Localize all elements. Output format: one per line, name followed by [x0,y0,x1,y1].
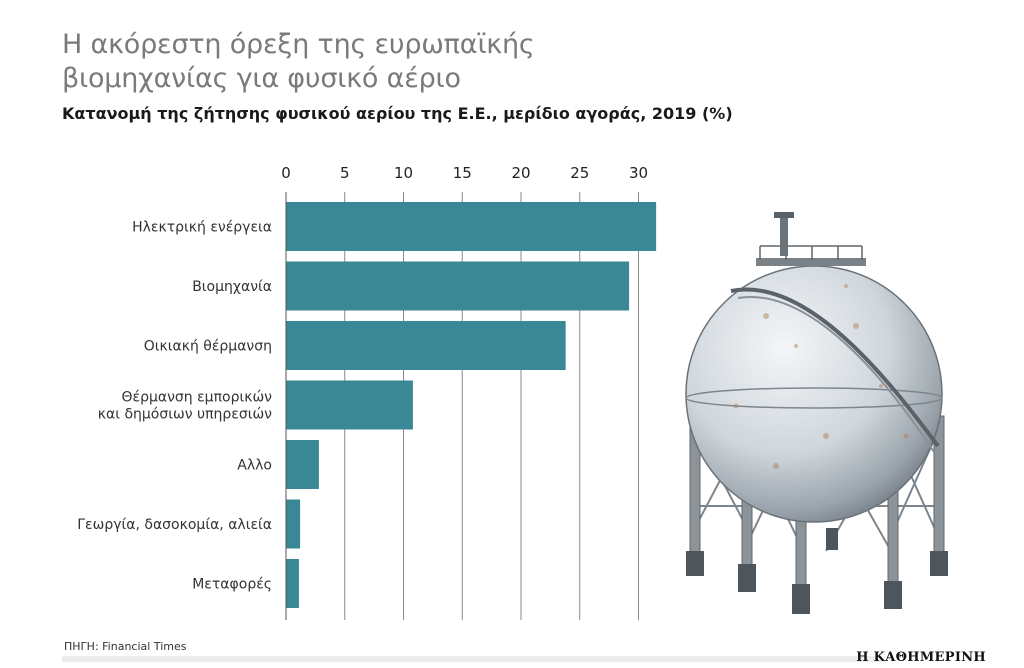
bar [286,440,319,489]
category-label: Βιομηχανία [192,279,272,295]
x-tick-label: 15 [453,164,472,182]
x-tick-label: 0 [281,164,291,182]
x-tick-label: 20 [511,164,530,182]
publisher-logo: Η ΚΑΘΗΜΕΡΙΝΗ [856,650,986,665]
category-label: Μεταφορές [192,577,272,593]
bar [286,380,413,430]
x-tick-label: 5 [340,164,350,182]
footer-bar [62,656,882,662]
category-label: Οικιακή θέρμανση [144,339,272,355]
category-label: Ηλεκτρική ενέργεια [132,220,272,236]
chart-title: Η ακόρεστη όρεξη της ευρωπαϊκής βιομηχαν… [62,29,535,94]
category-label: και δημόσιων υπηρεσιών [98,407,272,423]
bar [286,321,566,370]
category-label: Θέρμανση εμπορικών [121,390,272,406]
x-tick-label: 10 [394,164,413,182]
bar [286,202,657,251]
gas-tank-illustration [685,212,948,614]
bar-chart: 0 5 10 15 20 25 30 Ηλεκτρική ενέργεια Βιομηχανία… [77,164,657,620]
chart-subtitle: Κατανομή της ζήτησης φυσικού αερίου της … [62,104,733,123]
category-label: Γεωργία, δασοκομία, αλιεία [77,517,272,533]
x-tick-label: 30 [629,164,648,182]
bar [286,261,630,311]
x-tick-label: 25 [570,164,589,182]
bar [286,559,299,608]
bar [286,499,301,549]
source-note: ΠΗΓΗ: Financial Times [64,640,187,653]
category-label: Αλλο [237,458,272,474]
